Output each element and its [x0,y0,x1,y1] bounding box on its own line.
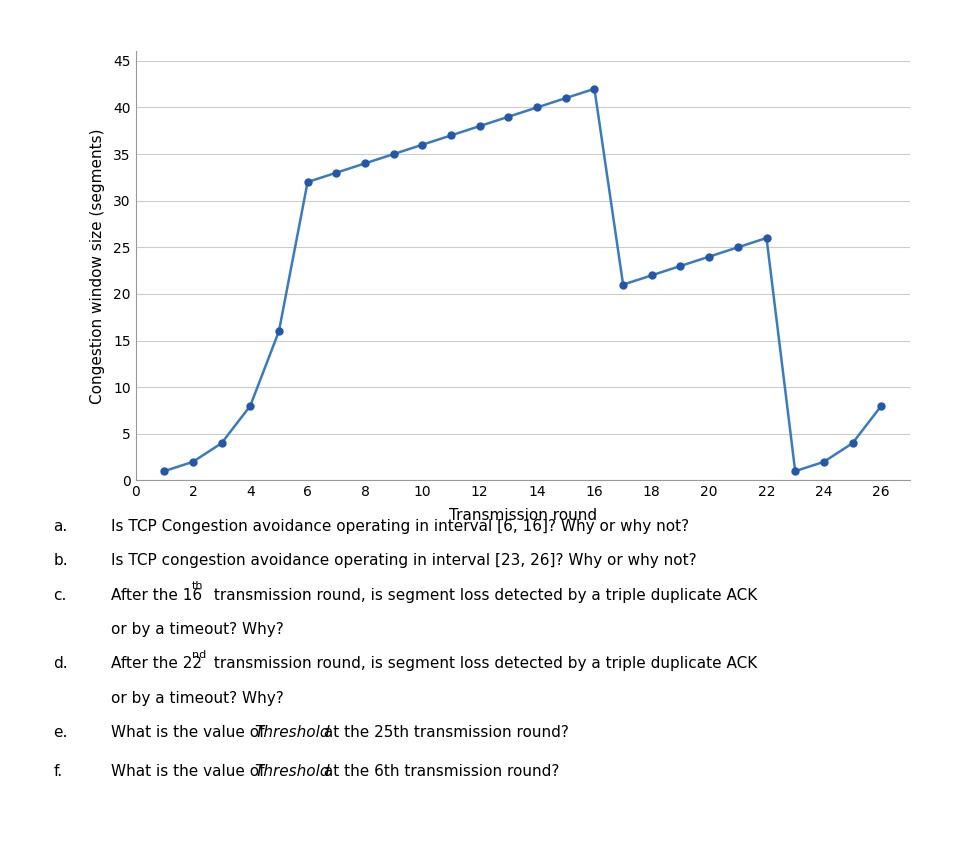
Text: transmission round, is segment loss detected by a triple duplicate ACK: transmission round, is segment loss dete… [209,656,757,671]
Text: nd: nd [192,650,206,660]
Text: a.: a. [53,519,68,534]
Text: or by a timeout? Why?: or by a timeout? Why? [111,622,284,637]
Text: or by a timeout? Why?: or by a timeout? Why? [111,691,284,705]
Text: at the 25th transmission round?: at the 25th transmission round? [319,725,569,740]
Text: b.: b. [53,553,68,568]
Text: Is TCP congestion avoidance operating in interval [23, 26]? Why or why not?: Is TCP congestion avoidance operating in… [111,553,697,568]
Text: th: th [192,581,203,591]
Y-axis label: Congestion window size (segments): Congestion window size (segments) [90,128,105,404]
Text: Threshold: Threshold [255,725,330,740]
Text: transmission round, is segment loss detected by a triple duplicate ACK: transmission round, is segment loss dete… [209,588,757,602]
Text: at the 6th transmission round?: at the 6th transmission round? [319,764,560,778]
Text: d.: d. [53,656,68,671]
Text: f.: f. [53,764,62,778]
Text: e.: e. [53,725,68,740]
Text: Threshold: Threshold [255,764,330,778]
Text: After the 16: After the 16 [111,588,202,602]
Text: What is the value of: What is the value of [111,725,270,740]
X-axis label: Transmission round: Transmission round [448,508,597,523]
Text: After the 22: After the 22 [111,656,202,671]
Text: What is the value of: What is the value of [111,764,270,778]
Text: c.: c. [53,588,67,602]
Text: Is TCP Congestion avoidance operating in interval [6, 16]? Why or why not?: Is TCP Congestion avoidance operating in… [111,519,689,534]
